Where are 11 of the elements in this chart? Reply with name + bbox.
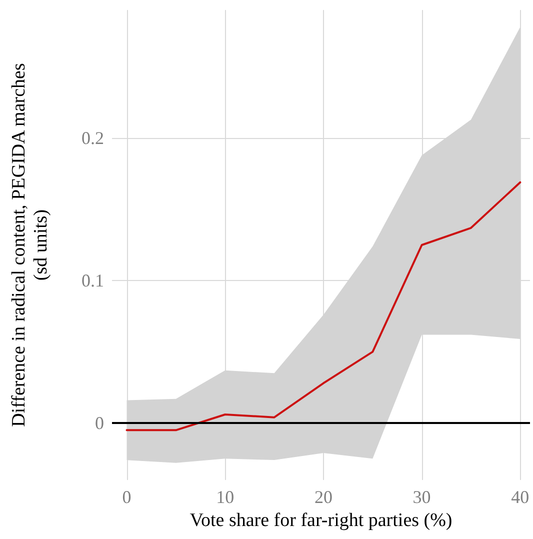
y-tick-label: 0.2 xyxy=(82,128,104,148)
y-tick-label: 0.1 xyxy=(82,270,104,291)
x-tick-label: 40 xyxy=(511,487,530,507)
y-tick-label: 0 xyxy=(95,413,104,434)
y-axis-title: Difference in radical content, PEGIDA marches (sd units) xyxy=(8,63,52,427)
x-tick-label: 0 xyxy=(122,487,132,507)
x-axis-title: Vote share for far-right parties (%) xyxy=(190,510,452,531)
x-tick-label: 20 xyxy=(314,487,332,507)
x-tick-label: 30 xyxy=(412,487,431,507)
x-tick-label: 10 xyxy=(216,487,234,507)
line-series xyxy=(126,181,522,432)
